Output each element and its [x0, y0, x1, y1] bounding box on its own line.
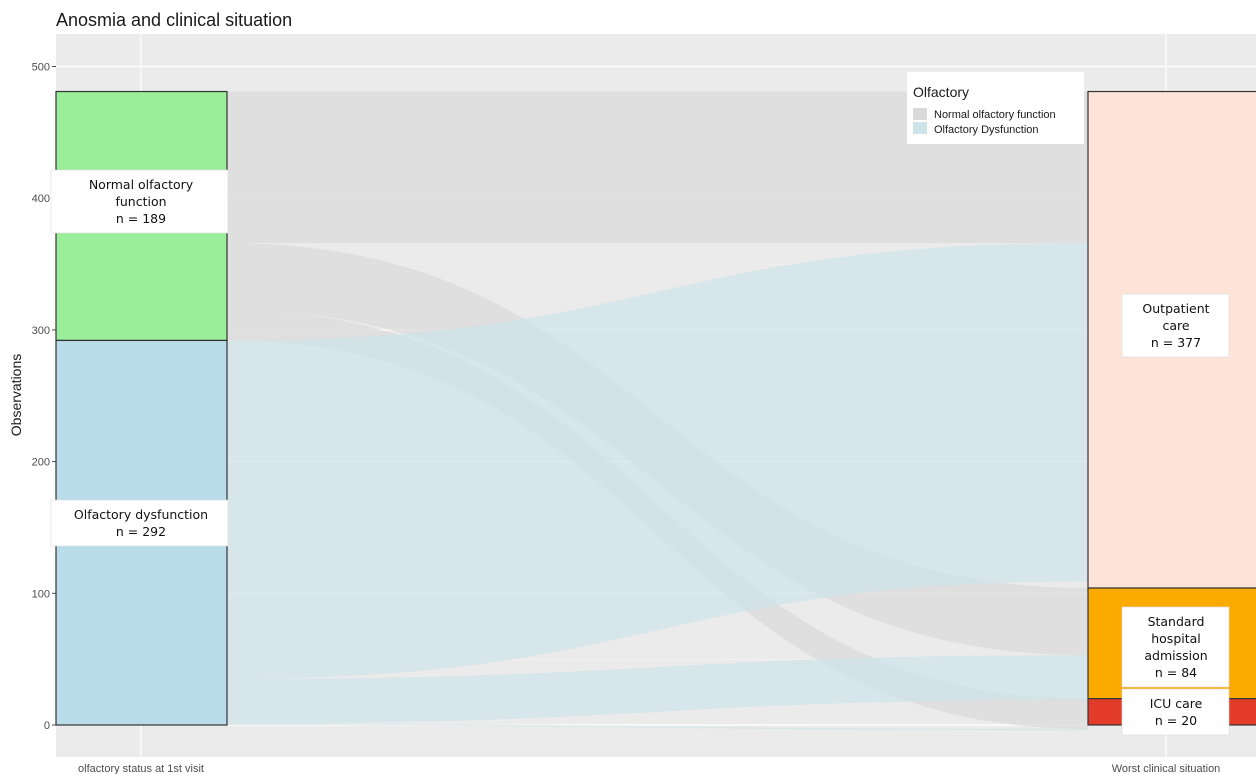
stratum-label-dysfunction: Olfactory dysfunction n = 292	[74, 507, 208, 539]
flow-dysfunction-to-outpatient	[227, 242, 1088, 679]
flow-dysfunction-to-standard	[227, 655, 1088, 724]
stratum-label-icu: ICU care n = 20	[1150, 696, 1203, 728]
y-tick-label: 400	[32, 193, 50, 205]
legend-swatch-dysfunction	[913, 122, 927, 134]
y-ticks: 0 100 200 300 400 500	[32, 62, 56, 732]
legend: Olfactory Normal olfactory function Olfa…	[907, 72, 1084, 144]
flows	[227, 91, 1088, 731]
x-axis-label-left: olfactory status at 1st visit	[78, 763, 204, 774]
y-tick-label: 500	[32, 62, 50, 74]
y-tick-label: 100	[32, 588, 50, 600]
y-axis-label: Observations	[8, 354, 24, 436]
legend-entry-dysfunction: Olfactory Dysfunction	[934, 124, 1039, 136]
stratum-label-outpatient: Outpatient care n = 377	[1142, 301, 1209, 350]
y-tick-label: 0	[44, 720, 50, 732]
x-axis-label-right: Worst clinical situation	[1112, 763, 1221, 774]
y-tick-label: 300	[32, 325, 50, 337]
stratum-label-box-standard	[1121, 606, 1230, 688]
chart-title: Anosmia and clinical situation	[56, 10, 292, 30]
stratum-label-normal: Normal olfactory function n = 189	[89, 177, 194, 226]
y-tick-label: 200	[32, 457, 50, 469]
stratum-label-box-dysfunction	[50, 499, 229, 547]
legend-swatch-normal	[913, 108, 927, 120]
stratum-label-box-normal	[50, 169, 229, 234]
legend-box	[907, 72, 1084, 144]
stratum-label-standard: Standard hospital admission n = 84	[1144, 614, 1207, 680]
legend-entry-normal: Normal olfactory function	[934, 109, 1056, 121]
strata-labels: Normal olfactory function n = 189 Olfactory…	[50, 169, 1230, 736]
flow-normal-to-outpatient	[227, 91, 1088, 243]
flow-dysfunction-to-icu	[227, 723, 1088, 731]
stratum-label-box-icu	[1121, 688, 1230, 736]
legend-title: Olfactory	[913, 84, 969, 100]
stratum-label-box-outpatient	[1121, 293, 1230, 358]
